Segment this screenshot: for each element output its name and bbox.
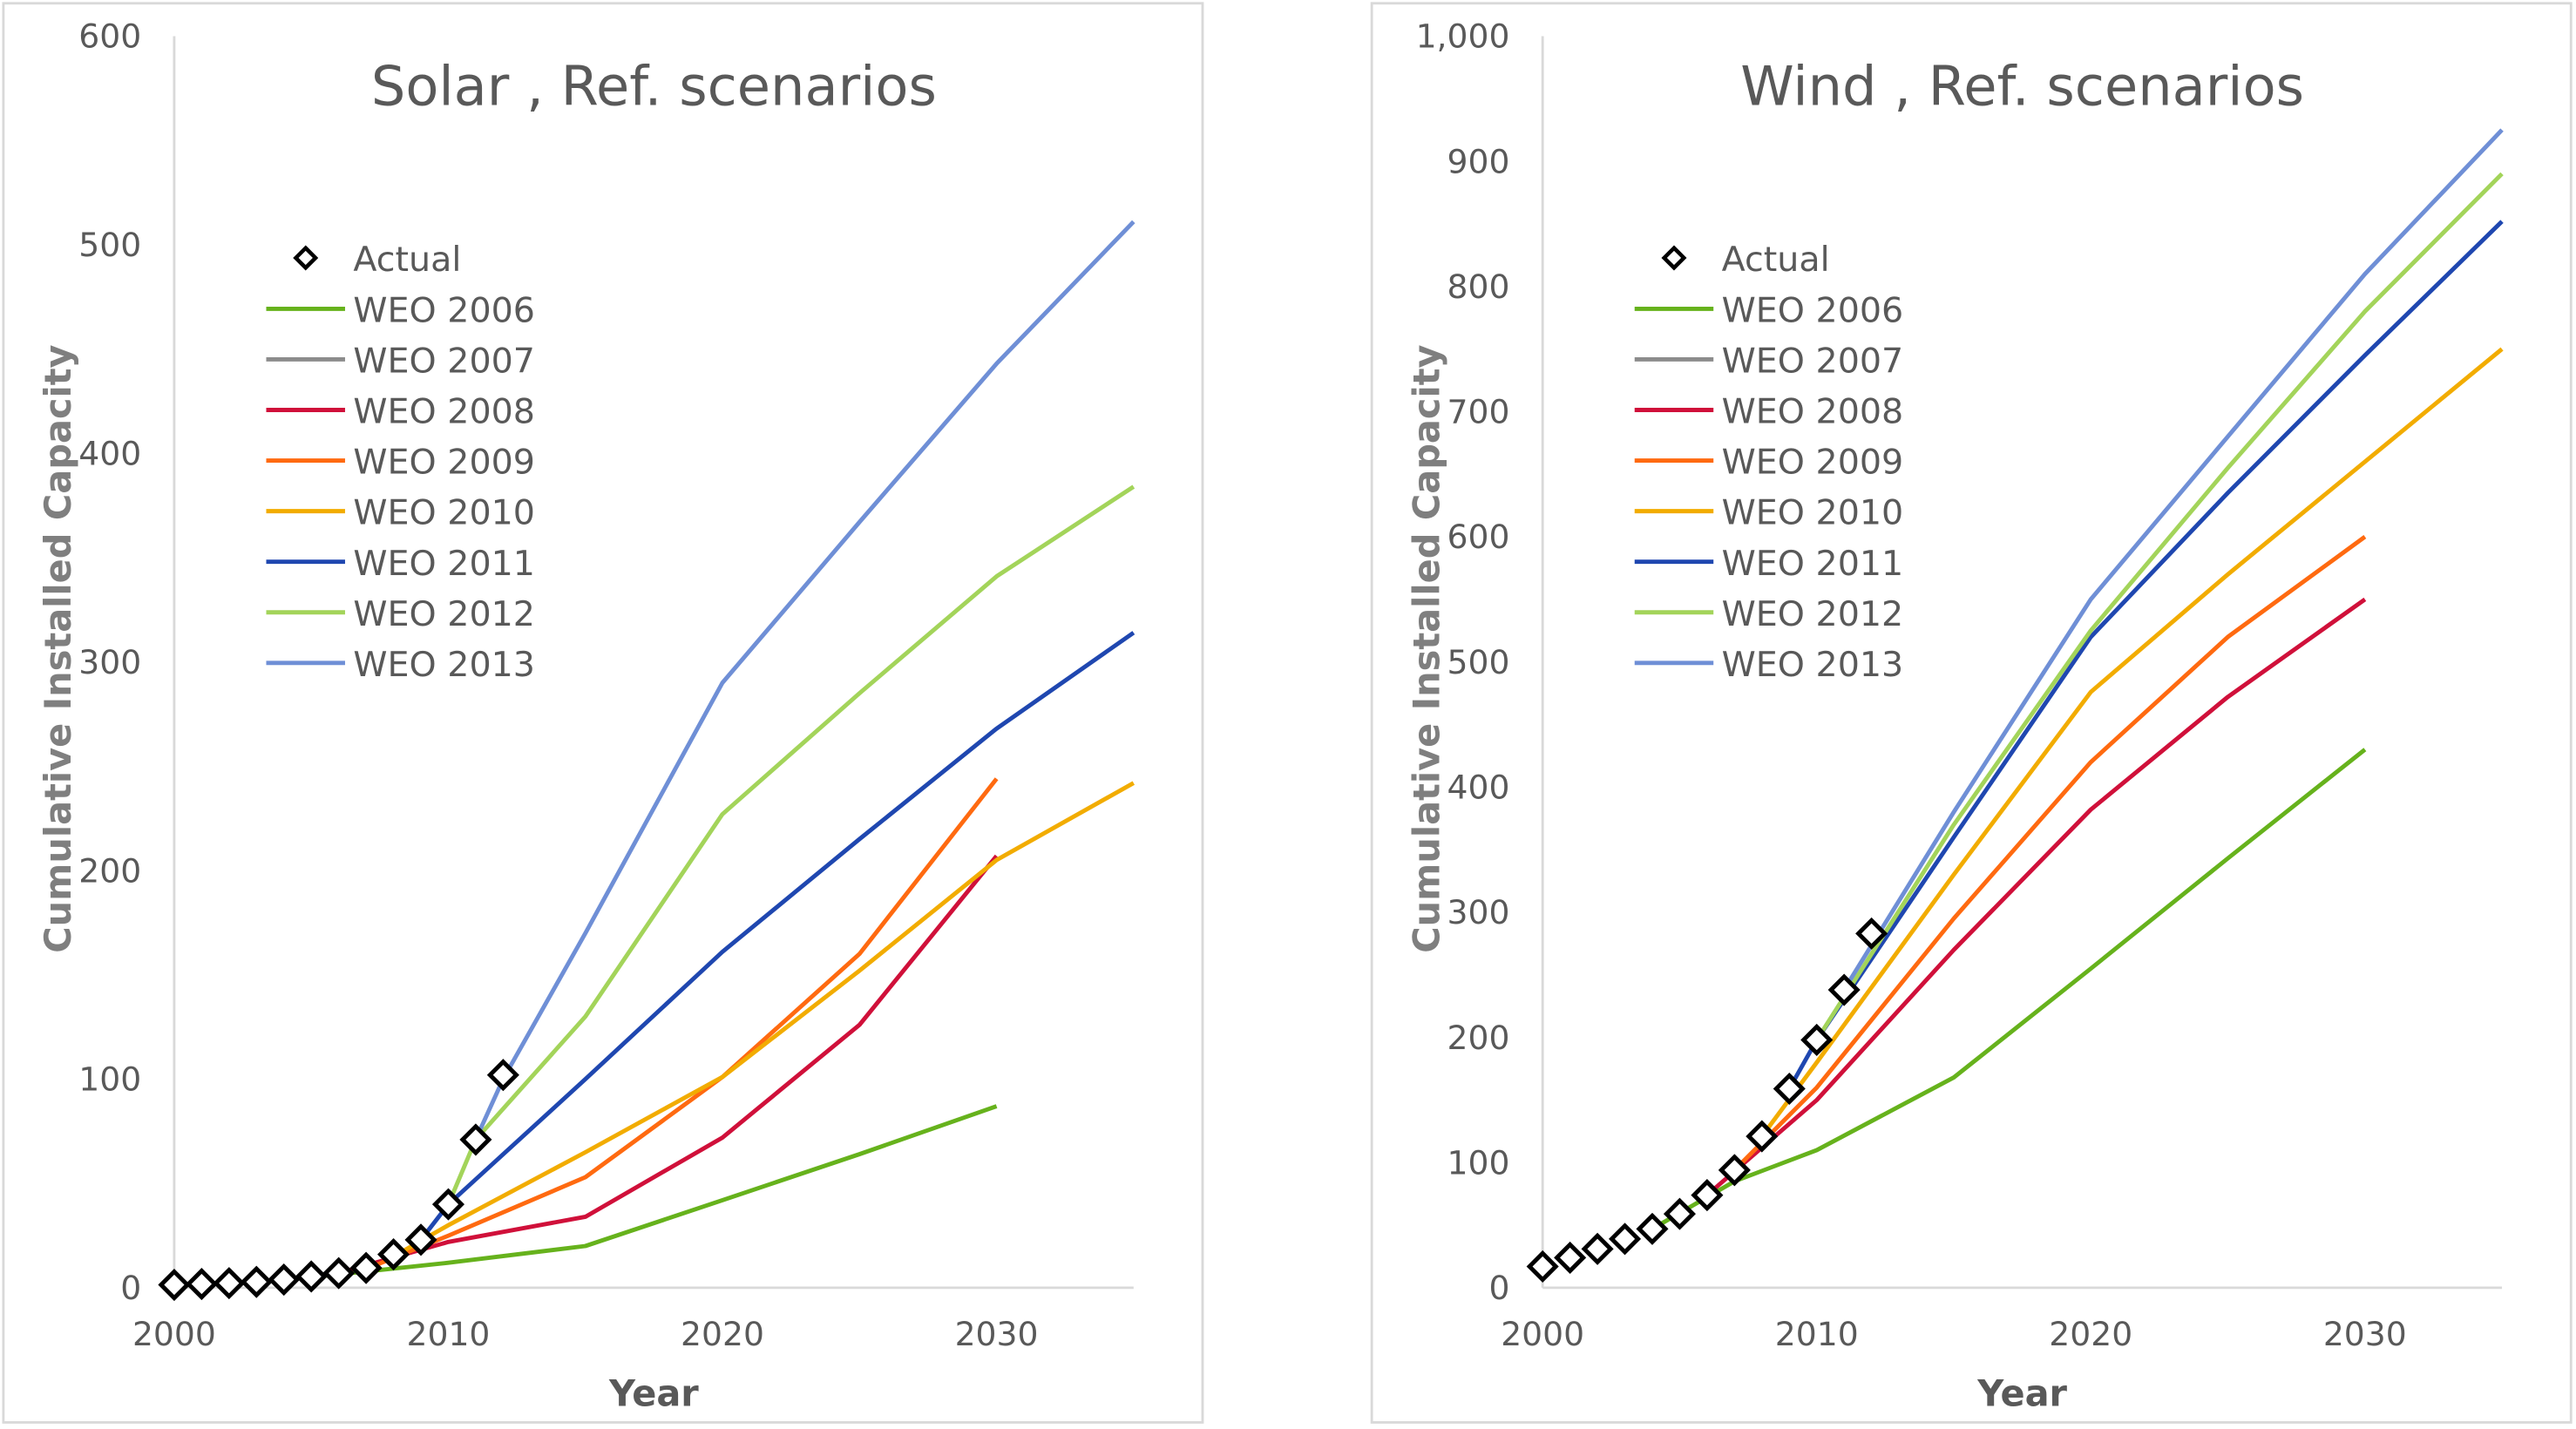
- y-tick-label: 300: [1447, 893, 1510, 931]
- y-tick-label: 200: [78, 851, 141, 890]
- actual-marker: [1608, 1222, 1642, 1256]
- legend-marker-actual: [1661, 245, 1687, 271]
- y-axis-label: Cumulative Installed Capacity: [37, 344, 79, 952]
- y-tick-label: 900: [1447, 142, 1510, 180]
- legend-label: WEO 2008: [353, 392, 535, 432]
- actual-marker: [1636, 1212, 1669, 1245]
- legend-label: WEO 2012: [353, 594, 535, 634]
- y-tick-label: 200: [1447, 1019, 1510, 1057]
- x-tick-label: 2020: [2049, 1315, 2132, 1353]
- actual-marker: [486, 1059, 519, 1092]
- x-tick-label: 2030: [2323, 1315, 2407, 1353]
- actual-marker: [1855, 917, 1888, 950]
- legend-label: WEO 2006: [353, 290, 535, 330]
- series-line-weo-2010: [1759, 347, 2504, 1138]
- chart-title: Solar , Ref. scenarios: [371, 55, 937, 119]
- series-line-weo-2013: [1842, 128, 2504, 992]
- x-tick-label: 2000: [1501, 1315, 1584, 1353]
- y-tick-label: 0: [1488, 1269, 1509, 1307]
- actual-marker: [240, 1265, 273, 1298]
- x-axis-label: Year: [1976, 1373, 2067, 1415]
- y-tick-label: 400: [1447, 769, 1510, 807]
- y-tick-label: 100: [78, 1060, 141, 1099]
- actual-marker: [1746, 1120, 1779, 1153]
- actual-marker: [1691, 1179, 1724, 1212]
- actual-marker: [431, 1188, 465, 1221]
- y-tick-label: 100: [1447, 1143, 1510, 1182]
- legend-label: WEO 2010: [1722, 493, 1904, 533]
- legend-label: WEO 2009: [1722, 443, 1904, 483]
- y-tick-label: 400: [78, 434, 141, 472]
- legend-label: WEO 2007: [1722, 342, 1904, 382]
- actual-marker: [1554, 1241, 1587, 1274]
- y-axis-label: Cumulative Installed Capacity: [1406, 344, 1447, 952]
- legend-label: WEO 2012: [1722, 594, 1904, 634]
- actual-marker: [322, 1256, 356, 1290]
- actual-marker: [1773, 1072, 1806, 1106]
- actual-marker: [404, 1223, 437, 1256]
- actual-marker: [459, 1123, 492, 1156]
- y-tick-label: 300: [78, 643, 141, 681]
- y-tick-label: 500: [1447, 643, 1510, 681]
- actual-marker: [295, 1260, 328, 1293]
- actual-marker: [158, 1268, 191, 1302]
- legend-label: WEO 2009: [353, 443, 535, 483]
- y-tick-label: 600: [1447, 518, 1510, 556]
- series-line-weo-2010: [392, 781, 1135, 1259]
- x-tick-label: 2010: [1775, 1315, 1859, 1353]
- actual-marker: [377, 1238, 410, 1271]
- legend-label-actual: Actual: [1722, 240, 1830, 280]
- legend: Actual WEO 2006 WEO 2007 WEO 2008 WEO 2009 WE…: [266, 240, 535, 685]
- y-tick-label: 700: [1447, 393, 1510, 431]
- actual-marker: [1718, 1154, 1751, 1187]
- chart-title: Wind , Ref. scenarios: [1740, 55, 2304, 119]
- chart-solar: 0 100 200 300 400 500 600 2000 2010 2020 2030 Solar…: [2, 2, 1204, 1424]
- legend-marker-actual: [293, 245, 319, 271]
- series-line-weo-2006: [310, 1104, 998, 1280]
- actual-marker: [185, 1268, 218, 1301]
- series-line-weo-2008: [1705, 597, 2367, 1197]
- y-tick-label: 1,000: [1416, 17, 1510, 56]
- chart-border: [1370, 2, 2573, 1424]
- series-line-weo-2009: [1732, 535, 2367, 1172]
- series-line-weo-2008: [337, 854, 999, 1276]
- y-tick-label: 800: [1447, 268, 1510, 306]
- actual-marker: [213, 1267, 246, 1300]
- y-tick-label: 600: [78, 17, 141, 56]
- x-tick-label: 2000: [132, 1315, 216, 1353]
- legend-label: WEO 2010: [353, 493, 535, 533]
- actual-marker: [1526, 1250, 1559, 1283]
- x-tick-label: 2010: [407, 1315, 491, 1353]
- legend: Actual WEO 2006 WEO 2007 WEO 2008 WEO 2009 WE…: [1634, 240, 1904, 685]
- legend-label: WEO 2013: [353, 645, 535, 685]
- x-tick-label: 2030: [955, 1315, 1039, 1353]
- legend-label: WEO 2007: [353, 342, 535, 382]
- chart-wind: 0 100 200 300 400 500 600 700 800 900 1,000 2000 201…: [1370, 2, 2573, 1424]
- y-tick-label: 500: [78, 226, 141, 264]
- series-line-weo-2012: [1814, 172, 2504, 1041]
- legend-label: WEO 2011: [1722, 544, 1904, 584]
- actual-marker: [1827, 973, 1861, 1006]
- actual-marker: [268, 1263, 301, 1297]
- legend-label: WEO 2006: [1722, 290, 1904, 330]
- actual-marker: [1581, 1232, 1614, 1265]
- legend-label-actual: Actual: [353, 240, 461, 280]
- chart-border: [2, 2, 1204, 1424]
- actual-marker: [1663, 1197, 1696, 1230]
- actual-marker: [1800, 1023, 1834, 1057]
- legend-label: WEO 2008: [1722, 392, 1904, 432]
- legend-label: WEO 2011: [353, 544, 535, 584]
- legend-label: WEO 2013: [1722, 645, 1904, 685]
- x-tick-label: 2020: [681, 1315, 764, 1353]
- y-tick-label: 0: [120, 1269, 141, 1307]
- actual-marker: [349, 1251, 383, 1284]
- x-axis-label: Year: [608, 1373, 699, 1415]
